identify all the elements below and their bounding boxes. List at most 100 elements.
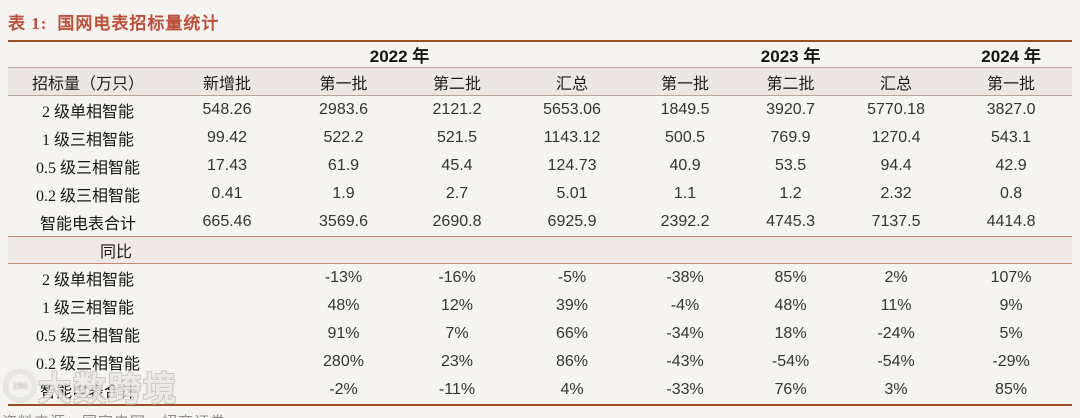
cell-value: 1849.5 xyxy=(660,101,710,118)
cell-value: -5% xyxy=(557,269,587,286)
bid-volume-table: 2022 年 2023 年 2024 年 招标量（万只） 新增批 第一批 第二批… xyxy=(8,42,1073,406)
cell-value: 85% xyxy=(774,269,807,286)
year-header-2024: 2024 年 xyxy=(950,42,1073,68)
cell-value: 1.9 xyxy=(332,185,355,202)
cell-value: 2392.2 xyxy=(660,213,710,230)
table-row-total: 智能电表合计 665.46 3569.6 2690.8 6925.9 2392.… xyxy=(8,208,1072,237)
cell-value: 18% xyxy=(774,325,807,342)
table-title-text: 国网电表招标量统计 xyxy=(57,14,220,33)
cell-value: 521.5 xyxy=(436,129,478,146)
table-row-yoy-total: 智能电表合计 -2% -11% 4% -33% 76% 3% 85% xyxy=(8,376,1072,405)
cell-value: -34% xyxy=(666,325,704,342)
table-row: 2 级单相智能 548.26 2983.6 2121.2 5653.06 184… xyxy=(8,96,1072,125)
row-label: 智能电表合计 xyxy=(39,216,136,233)
cell-value: 53.5 xyxy=(774,157,807,174)
cell-value: 42.9 xyxy=(995,157,1027,174)
cell-value: 61.9 xyxy=(327,157,360,174)
column-header-row: 招标量（万只） 新增批 第一批 第二批 汇总 第一批 第二批 汇总 第一批 xyxy=(8,67,1073,96)
cell-value: 23% xyxy=(440,353,474,370)
cell-value: 85% xyxy=(995,381,1028,398)
column-header-metric: 招标量（万只） xyxy=(8,67,168,96)
cell-value: 2690.8 xyxy=(432,213,482,230)
cell-value: -33% xyxy=(666,381,704,398)
cell-value: 2.32 xyxy=(880,185,912,202)
cell-value: 94.4 xyxy=(880,157,912,174)
cell-value: 0.41 xyxy=(211,185,243,202)
cell-value xyxy=(168,348,286,376)
cell-value: 40.9 xyxy=(669,157,701,174)
cell-value: 5770.18 xyxy=(867,101,925,118)
row-label: 1 级三相智能 xyxy=(41,300,134,317)
cell-value: -38% xyxy=(666,269,704,286)
cell-value: 124.73 xyxy=(547,157,597,174)
column-header-batch: 第一批 xyxy=(950,67,1073,96)
cell-value: 769.9 xyxy=(770,129,811,146)
cell-value: 3569.6 xyxy=(319,213,368,230)
table-row-yoy: 1 级三相智能 48% 12% 39% -4% 48% 11% 9% xyxy=(8,292,1072,320)
cell-value: 665.46 xyxy=(202,213,252,230)
cell-value: -16% xyxy=(438,269,476,286)
cell-value: 86% xyxy=(556,353,589,370)
cell-value: 48% xyxy=(774,297,807,314)
table-row-yoy: 0.2 级三相智能 280% 23% 86% -43% -54% -54% -2… xyxy=(8,348,1072,376)
table-row: 1 级三相智能 99.42 522.2 521.5 1143.12 500.5 … xyxy=(8,124,1072,152)
cell-value: 91% xyxy=(327,325,360,342)
cell-value: 2% xyxy=(884,269,908,286)
column-header-batch: 第一批 xyxy=(286,67,401,96)
cell-value: 4745.3 xyxy=(766,213,816,230)
year-header-spacer xyxy=(8,42,168,68)
yoy-section-row: 同比 xyxy=(8,236,1073,264)
cell-value: 12% xyxy=(440,297,474,314)
cell-value: 548.26 xyxy=(202,101,252,118)
cell-value: 1270.4 xyxy=(871,129,921,146)
column-header-batch: 第二批 xyxy=(401,67,513,96)
cell-value: 39% xyxy=(556,297,589,314)
row-label: 0.2 级三相智能 xyxy=(35,188,140,205)
row-label: 智能电表合计 xyxy=(39,384,136,401)
cell-value: 3% xyxy=(884,381,908,398)
row-label: 0.5 级三相智能 xyxy=(35,328,140,345)
column-header-batch: 汇总 xyxy=(842,67,951,96)
cell-value: -13% xyxy=(324,269,363,286)
row-label: 1 级三相智能 xyxy=(41,132,134,149)
cell-value: 2121.2 xyxy=(432,101,482,118)
cell-value: 1.1 xyxy=(673,185,697,202)
cell-value: 9% xyxy=(999,297,1023,314)
table-row: 0.5 级三相智能 17.43 61.9 45.4 124.73 40.9 53… xyxy=(8,152,1072,180)
row-label: 0.5 级三相智能 xyxy=(35,160,140,177)
cell-value: 45.4 xyxy=(441,157,473,174)
table-title: 表 1: 国网电表招标量统计 xyxy=(8,0,1072,42)
cell-value: 6925.9 xyxy=(547,213,597,230)
table-number-label: 表 1: xyxy=(8,14,48,33)
cell-value: 4% xyxy=(560,381,584,398)
cell-value: 2983.6 xyxy=(319,101,368,118)
cell-value: -54% xyxy=(771,353,810,370)
cell-value: 5.01 xyxy=(556,185,588,202)
cell-value: -11% xyxy=(438,381,476,398)
cell-value: -43% xyxy=(666,353,704,370)
cell-value: 0.8 xyxy=(999,185,1023,202)
row-label: 2 级单相智能 xyxy=(41,272,134,289)
cell-value xyxy=(168,376,286,405)
cell-value: 7% xyxy=(445,325,469,342)
cell-value: 7137.5 xyxy=(871,213,921,230)
table-row-yoy: 2 级单相智能 -13% -16% -5% -38% 85% 2% 107% xyxy=(8,264,1072,293)
source-note: 资料来源：国家电网、招商证券 xyxy=(2,411,1072,418)
cell-value: 4414.8 xyxy=(986,213,1036,230)
cell-value: -54% xyxy=(877,353,915,370)
cell-value: -2% xyxy=(329,381,358,398)
cell-value: 5% xyxy=(999,325,1023,342)
cell-value xyxy=(168,264,286,293)
cell-value: 1.2 xyxy=(779,185,802,202)
cell-value: 522.2 xyxy=(323,129,364,146)
cell-value: 2.7 xyxy=(445,185,469,202)
cell-value: 280% xyxy=(323,353,364,370)
row-label: 2 级单相智能 xyxy=(41,104,134,121)
column-header-batch: 第二批 xyxy=(739,67,843,96)
cell-value: 76% xyxy=(774,381,807,398)
cell-value: 11% xyxy=(880,297,912,314)
cell-value: 1143.12 xyxy=(543,129,601,146)
cell-value: 500.5 xyxy=(665,129,706,146)
cell-value: 107% xyxy=(990,269,1032,286)
